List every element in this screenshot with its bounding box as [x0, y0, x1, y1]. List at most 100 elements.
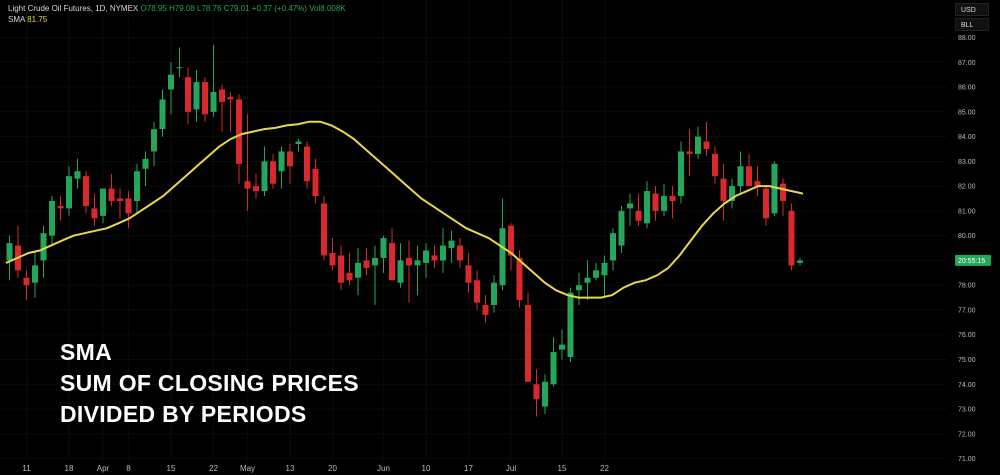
candle[interactable] — [312, 158, 319, 204]
candle[interactable] — [49, 196, 55, 246]
candle[interactable] — [788, 203, 795, 271]
candle[interactable] — [151, 121, 157, 167]
candle[interactable] — [40, 225, 47, 278]
candle[interactable] — [380, 235, 387, 273]
candle[interactable] — [644, 181, 650, 229]
sma-legend[interactable]: SMA 81.75 — [8, 15, 47, 25]
candle[interactable] — [754, 166, 761, 197]
candle[interactable] — [652, 186, 659, 221]
candle[interactable] — [6, 235, 13, 281]
candle[interactable] — [533, 369, 540, 417]
candle[interactable] — [108, 173, 115, 206]
candle[interactable] — [542, 374, 548, 415]
candle[interactable] — [100, 188, 106, 224]
candle[interactable] — [423, 243, 429, 278]
candle[interactable] — [678, 141, 684, 204]
candle[interactable] — [117, 188, 123, 219]
candle[interactable] — [210, 44, 217, 117]
currency-button[interactable]: USD — [955, 3, 989, 16]
candle-body — [202, 82, 208, 115]
candle[interactable] — [253, 173, 259, 199]
candle[interactable] — [244, 114, 251, 211]
candle[interactable] — [618, 205, 625, 253]
current-price-label: 20:55:15 — [958, 258, 985, 265]
candle[interactable] — [295, 139, 302, 152]
candle[interactable] — [712, 146, 718, 184]
candle[interactable] — [780, 178, 786, 216]
candle[interactable] — [329, 238, 336, 271]
candle[interactable] — [525, 292, 531, 382]
candle[interactable] — [576, 272, 582, 306]
candle[interactable] — [66, 166, 72, 216]
candle[interactable] — [610, 228, 616, 271]
candle[interactable] — [593, 262, 599, 281]
candle[interactable] — [720, 163, 727, 221]
candle[interactable] — [661, 183, 667, 216]
candle[interactable] — [448, 230, 455, 263]
candle[interactable] — [32, 250, 38, 298]
candle[interactable] — [482, 295, 489, 323]
candle[interactable] — [601, 255, 608, 298]
candle[interactable] — [746, 153, 752, 187]
candle[interactable] — [397, 243, 404, 288]
candle[interactable] — [363, 248, 370, 276]
candle[interactable] — [669, 186, 676, 219]
candle[interactable] — [338, 245, 344, 291]
candle[interactable] — [176, 47, 183, 78]
candle[interactable] — [584, 260, 591, 301]
candle[interactable] — [74, 158, 81, 189]
candle[interactable] — [168, 62, 174, 115]
candle[interactable] — [142, 151, 149, 187]
candle[interactable] — [83, 171, 89, 214]
candle[interactable] — [457, 238, 463, 268]
candle[interactable] — [321, 196, 327, 261]
candle[interactable] — [550, 337, 557, 387]
candle[interactable] — [406, 240, 412, 303]
candle[interactable] — [134, 163, 140, 214]
candle[interactable] — [695, 126, 701, 159]
candle[interactable] — [227, 91, 234, 132]
candle[interactable] — [797, 257, 803, 266]
candle[interactable] — [635, 193, 642, 226]
candle[interactable] — [389, 228, 395, 281]
candle[interactable] — [270, 153, 276, 189]
candle[interactable] — [465, 252, 472, 293]
unit-button[interactable]: BLL — [955, 18, 989, 31]
candle[interactable] — [703, 121, 710, 157]
candle[interactable] — [627, 193, 633, 226]
candle[interactable] — [559, 329, 565, 360]
candle[interactable] — [431, 245, 438, 268]
candle[interactable] — [15, 225, 21, 278]
candle[interactable] — [491, 275, 497, 313]
candle[interactable] — [508, 223, 514, 271]
candle[interactable] — [499, 198, 506, 291]
candle[interactable] — [567, 287, 574, 362]
candle-body — [627, 203, 633, 209]
candle[interactable] — [729, 178, 735, 209]
candle[interactable] — [185, 67, 191, 125]
candle[interactable] — [23, 270, 30, 301]
candle[interactable] — [763, 186, 769, 226]
candle[interactable] — [261, 146, 268, 197]
candle[interactable] — [440, 228, 446, 273]
candle[interactable] — [355, 248, 361, 296]
candle[interactable] — [159, 89, 166, 137]
candle[interactable] — [125, 191, 132, 229]
candle[interactable] — [771, 161, 778, 216]
candle[interactable] — [57, 196, 64, 221]
candle[interactable] — [474, 270, 480, 310]
candle[interactable] — [686, 129, 693, 177]
candle[interactable] — [236, 94, 242, 184]
candle[interactable] — [91, 193, 98, 226]
candle[interactable] — [414, 245, 421, 296]
candle[interactable] — [287, 144, 293, 184]
candle[interactable] — [346, 252, 353, 286]
candle[interactable] — [304, 141, 310, 189]
candle[interactable] — [219, 84, 225, 132]
candle[interactable] — [278, 146, 285, 189]
candle[interactable] — [737, 151, 744, 194]
candle[interactable] — [193, 69, 200, 122]
candle[interactable] — [202, 77, 208, 122]
candle[interactable] — [372, 245, 378, 306]
